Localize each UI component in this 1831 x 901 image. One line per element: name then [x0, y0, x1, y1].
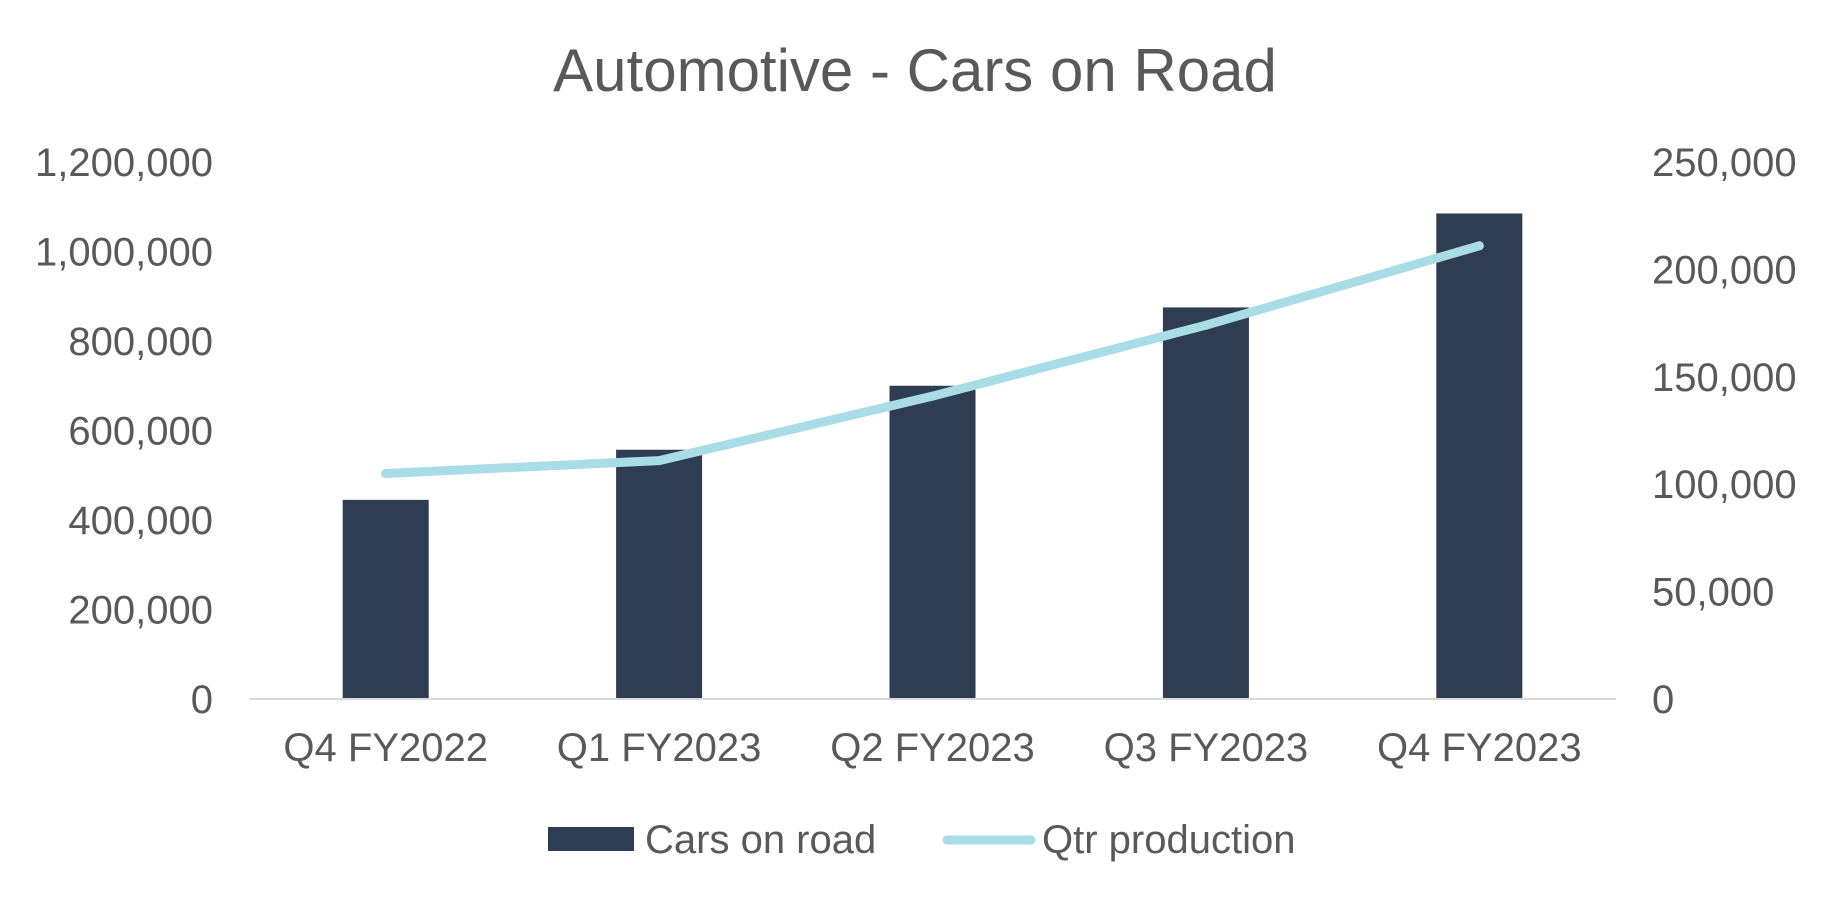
bar [1162, 307, 1249, 699]
legend-label: Cars on road [645, 818, 876, 862]
right-tick-label: 150,000 [1652, 356, 1797, 400]
left-axis: 0 200,000 400,000 600,000 800,000 1,000,000 1,… [35, 141, 213, 722]
line-point [928, 391, 937, 401]
x-axis: Q4 FY2022 Q1 FY2023 Q2 FY2023 Q3 FY2023 Q4 F… [283, 726, 1581, 770]
right-tick-label: 0 [1652, 678, 1674, 722]
left-tick-label: 400,000 [68, 499, 213, 543]
chart-title: Automotive - Cars on Road [553, 37, 1277, 104]
bar-series [342, 213, 1523, 699]
x-tick-label: Q2 FY2023 [830, 726, 1035, 770]
right-tick-label: 200,000 [1652, 248, 1797, 292]
bar [616, 449, 703, 699]
left-tick-label: 1,200,000 [35, 141, 213, 185]
right-tick-label: 250,000 [1652, 141, 1797, 185]
bar [889, 385, 976, 699]
x-tick-label: Q1 FY2023 [557, 726, 762, 770]
x-tick-label: Q3 FY2023 [1104, 726, 1309, 770]
legend: Cars on road Qtr production [548, 818, 1295, 862]
x-tick-label: Q4 FY2023 [1377, 726, 1582, 770]
left-tick-label: 0 [191, 678, 213, 722]
right-tick-label: 100,000 [1652, 463, 1797, 507]
right-tick-label: 50,000 [1652, 571, 1774, 615]
bar [342, 499, 429, 699]
left-tick-label: 1,000,000 [35, 231, 213, 275]
line-point [381, 468, 391, 478]
line-series [381, 241, 1484, 478]
right-axis: 0 50,000 100,000 150,000 200,000 250,000 [1652, 141, 1797, 722]
x-tick-label: Q4 FY2022 [283, 726, 488, 770]
line-point [1474, 241, 1484, 251]
left-tick-label: 200,000 [68, 589, 213, 633]
bar [1436, 213, 1523, 699]
line-point [1201, 320, 1211, 330]
left-tick-label: 600,000 [68, 410, 213, 454]
line-point [654, 456, 664, 466]
left-tick-label: 800,000 [68, 320, 213, 364]
legend-label: Qtr production [1042, 818, 1295, 862]
legend-swatch-bar [548, 827, 634, 851]
